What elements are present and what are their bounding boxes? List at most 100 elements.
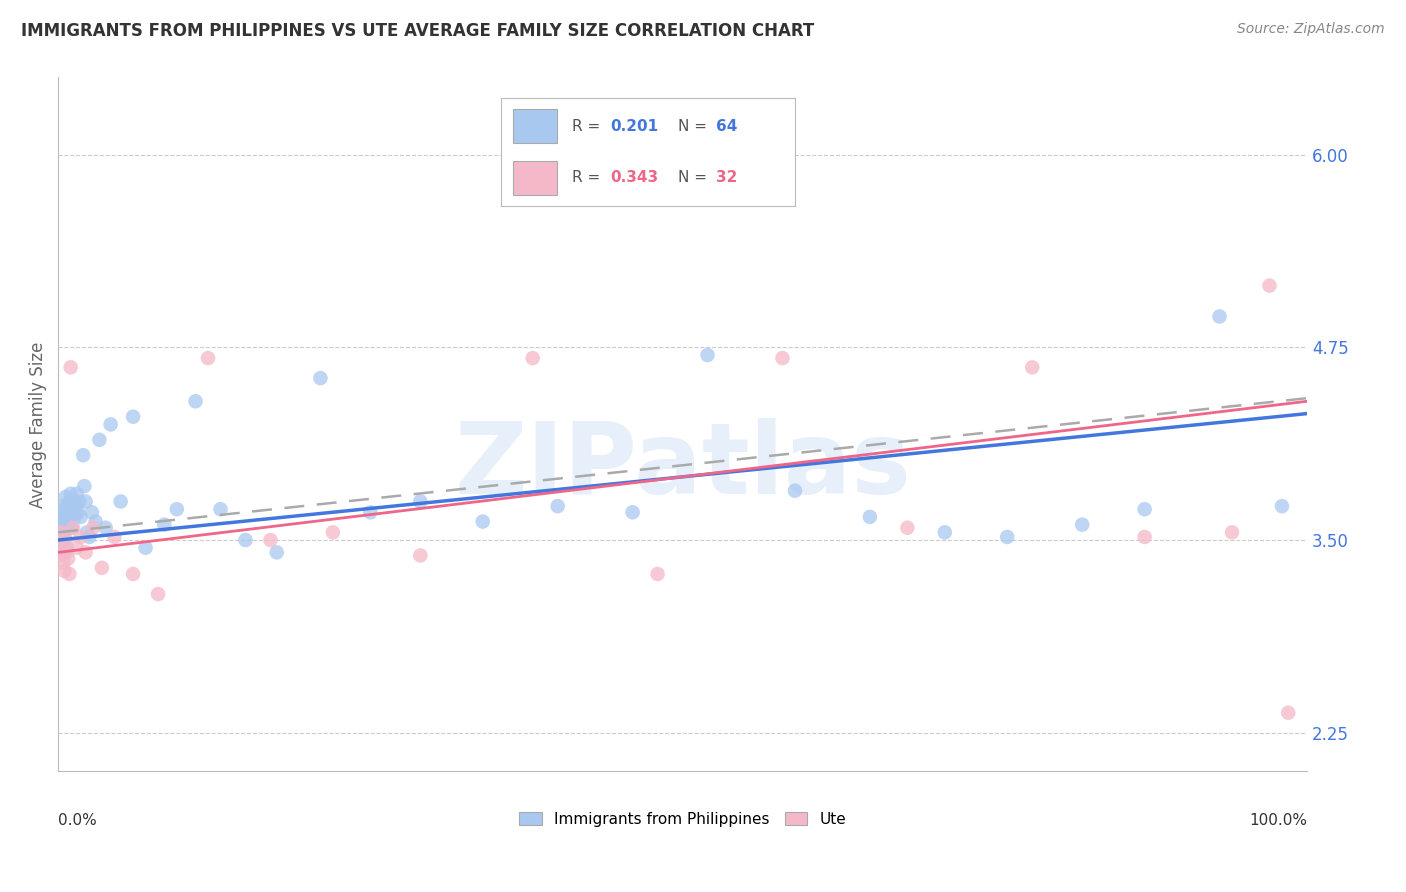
Point [58, 566, 80, 581]
Point [90, 561, 112, 575]
Point [62, 521, 84, 535]
Point [56, 517, 79, 532]
Text: 100.0%: 100.0% [1249, 813, 1308, 828]
Point [72, 448, 94, 462]
Point [471, 515, 494, 529]
Point [82, 521, 104, 535]
Point [621, 505, 644, 519]
Point [110, 494, 132, 508]
Point [76, 525, 98, 540]
Text: 0.0%: 0.0% [58, 813, 97, 828]
Text: ZIPatlas: ZIPatlas [454, 417, 911, 515]
Point [55, 533, 77, 547]
Point [56, 541, 79, 555]
Point [409, 494, 432, 508]
Point [75, 545, 97, 559]
Point [547, 499, 569, 513]
Point [73, 479, 96, 493]
Point [1071, 517, 1094, 532]
Point [103, 530, 125, 544]
Point [783, 483, 806, 498]
Point [65, 499, 87, 513]
Point [56, 499, 79, 513]
Point [67, 494, 90, 508]
Legend: Immigrants from Philippines, Ute: Immigrants from Philippines, Ute [513, 805, 852, 833]
Point [647, 566, 669, 581]
Point [49, 525, 72, 540]
Point [60, 521, 83, 535]
Point [56, 545, 79, 559]
Point [67, 505, 90, 519]
Point [1220, 525, 1243, 540]
Point [56, 521, 79, 535]
Point [52, 545, 75, 559]
Point [53, 510, 76, 524]
Point [53, 564, 76, 578]
Point [48, 533, 70, 547]
Point [58, 494, 80, 508]
Point [52, 499, 75, 513]
Point [56, 551, 79, 566]
Point [309, 371, 332, 385]
Point [66, 541, 89, 555]
Point [75, 494, 97, 508]
Point [1271, 499, 1294, 513]
Point [69, 510, 91, 524]
Point [197, 351, 219, 365]
Point [235, 533, 257, 547]
Point [135, 541, 157, 555]
Point [166, 502, 188, 516]
Point [84, 515, 107, 529]
Point [359, 505, 381, 519]
Y-axis label: Average Family Size: Average Family Size [30, 342, 46, 508]
Point [80, 505, 103, 519]
Point [49, 541, 72, 555]
Point [55, 490, 77, 504]
Point [51, 525, 73, 540]
Point [522, 351, 544, 365]
Point [51, 536, 73, 550]
Point [122, 566, 145, 581]
Point [58, 515, 80, 529]
Point [995, 530, 1018, 544]
Point [266, 545, 288, 559]
Point [1133, 530, 1156, 544]
Point [1021, 360, 1043, 375]
Point [859, 510, 882, 524]
Point [53, 502, 76, 516]
Point [66, 487, 89, 501]
Point [122, 409, 145, 424]
Point [146, 587, 169, 601]
Point [934, 525, 956, 540]
Point [259, 533, 281, 547]
Point [60, 502, 83, 516]
Point [49, 510, 72, 524]
Point [1258, 278, 1281, 293]
Point [696, 348, 718, 362]
Point [772, 351, 794, 365]
Point [1277, 706, 1299, 720]
Point [1208, 310, 1230, 324]
Point [62, 494, 84, 508]
Point [59, 360, 82, 375]
Point [59, 487, 82, 501]
Point [896, 521, 918, 535]
Point [79, 530, 101, 544]
Point [48, 549, 70, 563]
Point [63, 510, 86, 524]
Point [209, 502, 232, 516]
Point [1133, 502, 1156, 516]
Point [55, 505, 77, 519]
Text: IMMIGRANTS FROM PHILIPPINES VS UTE AVERAGE FAMILY SIZE CORRELATION CHART: IMMIGRANTS FROM PHILIPPINES VS UTE AVERA… [21, 22, 814, 40]
Point [51, 521, 73, 535]
Point [100, 417, 122, 432]
Point [52, 556, 75, 570]
Point [89, 433, 111, 447]
Point [59, 510, 82, 524]
Point [52, 517, 75, 532]
Point [153, 517, 176, 532]
Point [94, 521, 117, 535]
Point [69, 530, 91, 544]
Point [53, 530, 76, 544]
Point [322, 525, 344, 540]
